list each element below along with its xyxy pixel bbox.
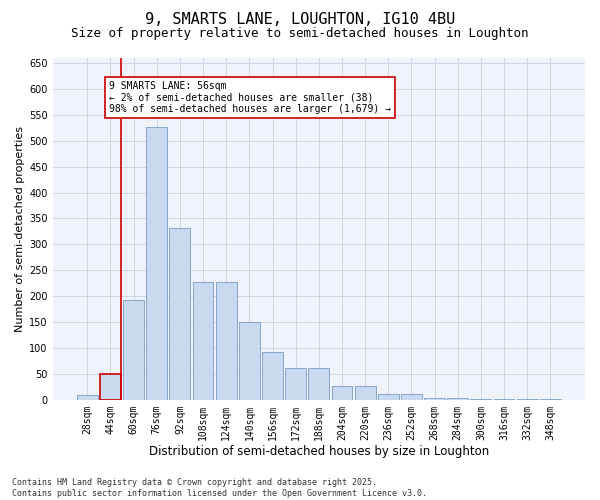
Bar	[77, 395, 98, 400]
Bar	[540, 398, 561, 400]
Y-axis label: Number of semi-detached properties: Number of semi-detached properties	[15, 126, 25, 332]
Text: 9 SMARTS LANE: 56sqm
← 2% of semi-detached houses are smaller (38)
98% of semi-d: 9 SMARTS LANE: 56sqm ← 2% of semi-detach…	[109, 81, 391, 114]
Bar	[424, 398, 445, 400]
Bar	[470, 399, 491, 400]
Bar	[123, 300, 144, 400]
Bar	[216, 282, 236, 400]
Text: 9, SMARTS LANE, LOUGHTON, IG10 4BU: 9, SMARTS LANE, LOUGHTON, IG10 4BU	[145, 12, 455, 28]
Bar	[146, 126, 167, 400]
Bar	[448, 398, 468, 400]
Bar	[193, 282, 214, 400]
Bar	[169, 228, 190, 400]
Text: Size of property relative to semi-detached houses in Loughton: Size of property relative to semi-detach…	[71, 28, 529, 40]
Bar	[332, 386, 352, 400]
Bar	[285, 368, 306, 400]
Bar	[517, 398, 538, 400]
X-axis label: Distribution of semi-detached houses by size in Loughton: Distribution of semi-detached houses by …	[149, 444, 489, 458]
Bar	[355, 386, 376, 400]
Bar	[494, 399, 514, 400]
Bar	[262, 352, 283, 400]
Bar	[401, 394, 422, 400]
Bar	[308, 368, 329, 400]
Bar	[239, 322, 260, 400]
Bar	[100, 374, 121, 400]
Text: Contains HM Land Registry data © Crown copyright and database right 2025.
Contai: Contains HM Land Registry data © Crown c…	[12, 478, 427, 498]
Bar	[378, 394, 399, 400]
